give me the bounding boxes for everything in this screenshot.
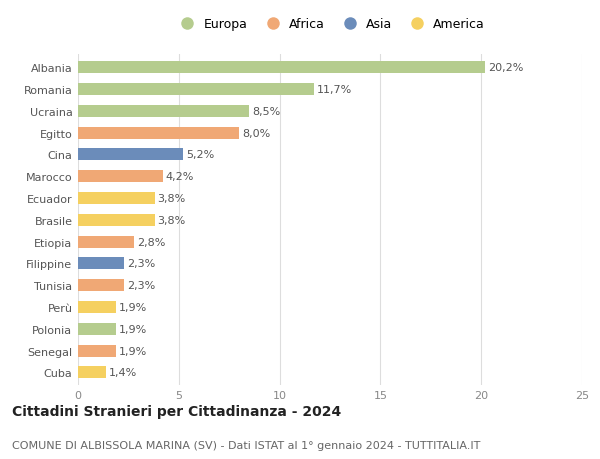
Text: COMUNE DI ALBISSOLA MARINA (SV) - Dati ISTAT al 1° gennaio 2024 - TUTTITALIA.IT: COMUNE DI ALBISSOLA MARINA (SV) - Dati I…: [12, 440, 481, 450]
Text: 11,7%: 11,7%: [317, 85, 352, 95]
Bar: [78, 214, 155, 226]
Bar: [78, 171, 163, 183]
Text: 4,2%: 4,2%: [166, 172, 194, 182]
Text: 2,3%: 2,3%: [127, 280, 155, 291]
Legend: Europa, Africa, Asia, America: Europa, Africa, Asia, America: [175, 18, 485, 31]
Text: 1,9%: 1,9%: [119, 346, 148, 356]
Bar: [78, 193, 155, 205]
Text: 8,5%: 8,5%: [253, 106, 281, 117]
Text: 20,2%: 20,2%: [488, 63, 524, 73]
Text: 3,8%: 3,8%: [158, 194, 186, 204]
Bar: [78, 345, 116, 357]
Bar: [78, 258, 124, 270]
Text: 1,4%: 1,4%: [109, 368, 137, 377]
Text: 2,8%: 2,8%: [137, 237, 166, 247]
Bar: [78, 301, 116, 313]
Bar: [78, 236, 134, 248]
Bar: [78, 84, 314, 96]
Bar: [78, 280, 124, 291]
Text: 1,9%: 1,9%: [119, 324, 148, 334]
Bar: [78, 323, 116, 335]
Bar: [78, 62, 485, 74]
Text: 2,3%: 2,3%: [127, 259, 155, 269]
Text: 1,9%: 1,9%: [119, 302, 148, 312]
Bar: [78, 128, 239, 140]
Text: Cittadini Stranieri per Cittadinanza - 2024: Cittadini Stranieri per Cittadinanza - 2…: [12, 404, 341, 418]
Bar: [78, 149, 183, 161]
Bar: [78, 106, 250, 118]
Text: 5,2%: 5,2%: [186, 150, 214, 160]
Text: 8,0%: 8,0%: [242, 129, 271, 138]
Text: 3,8%: 3,8%: [158, 215, 186, 225]
Bar: [78, 367, 106, 379]
